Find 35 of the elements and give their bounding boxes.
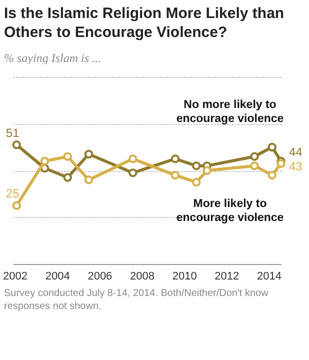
x-tick-label: 2006 (88, 270, 112, 282)
point (250, 161, 259, 170)
point (84, 176, 94, 184)
x-tick-label: 2012 (214, 270, 240, 282)
point (192, 178, 201, 187)
point (276, 159, 286, 168)
series-label: More likely to encourage violence (176, 198, 284, 224)
point (63, 173, 72, 182)
text: Survey conducted July 8-14, 2014. Both/Neither/Don't know responses not shown. (3, 287, 270, 314)
point (12, 201, 21, 210)
data-label: 43 (289, 159, 303, 174)
x-tick-label: 2010 (172, 270, 197, 282)
data-label: 25 (6, 186, 20, 201)
point (202, 166, 212, 175)
point (192, 161, 201, 170)
data-label: 44 (289, 145, 303, 160)
x-tick-label: 2008 (130, 270, 154, 282)
chart-subtitle: % saying Islam is ... (3, 50, 102, 65)
point (170, 170, 180, 180)
point (128, 168, 138, 178)
point (170, 154, 180, 164)
series-label: No more likely to encourage violence (176, 99, 284, 125)
point (268, 170, 276, 180)
point (268, 142, 276, 152)
point (250, 152, 259, 161)
point (84, 150, 94, 158)
point (12, 140, 21, 150)
point (128, 154, 138, 164)
point (40, 156, 50, 166)
x-tick-label: 2004 (45, 270, 70, 282)
x-tick-label: 2002 (3, 270, 28, 282)
point (63, 152, 72, 161)
x-tick-label: 2014 (256, 270, 282, 282)
data-label: 51 (6, 126, 20, 140)
chart-title: Is the Islamic Religion More Likely than Others to Encourage Violence? (3, 4, 286, 43)
